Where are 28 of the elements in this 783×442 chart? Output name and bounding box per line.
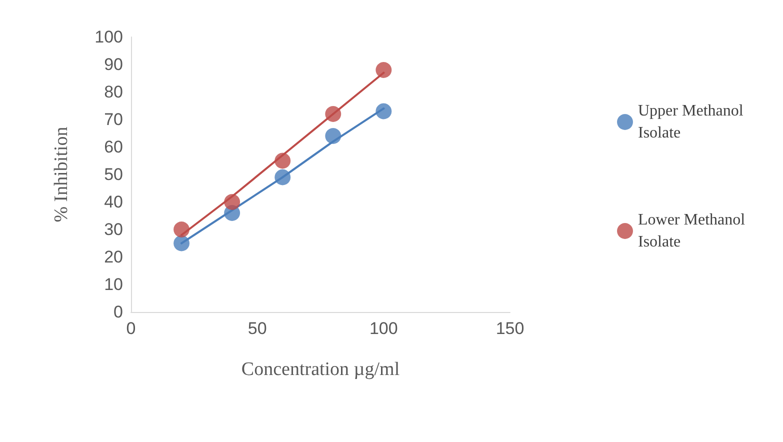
legend-label: Upper Methanol Isolate bbox=[638, 102, 748, 142]
y-tick-label: 60 bbox=[104, 138, 123, 156]
y-axis-title: % Inhibition bbox=[51, 126, 72, 222]
point bbox=[224, 194, 240, 210]
y-tick-label: 80 bbox=[104, 82, 123, 102]
point bbox=[325, 128, 342, 144]
y-tick-label: 0 bbox=[114, 302, 123, 322]
point bbox=[274, 152, 291, 169]
x-axis-title: Concentration µg/ml bbox=[241, 359, 400, 380]
point bbox=[325, 106, 342, 122]
x-tick-label: 100 bbox=[369, 319, 398, 338]
point bbox=[274, 169, 291, 186]
y-tick-label: 50 bbox=[104, 165, 123, 184]
x-tick-label: 50 bbox=[248, 319, 267, 338]
y-tick-label: 40 bbox=[104, 192, 123, 212]
legend-label: Lower Methanol Isolate bbox=[638, 212, 750, 250]
y-tick-label: 90 bbox=[104, 55, 123, 74]
y-tick-label: 10 bbox=[104, 275, 123, 294]
y-tick-label: 20 bbox=[104, 248, 123, 266]
point bbox=[174, 235, 190, 252]
y-tick-label: 100 bbox=[94, 28, 123, 46]
y-tick-label: 70 bbox=[104, 110, 123, 129]
y-tick-label: 30 bbox=[104, 220, 123, 239]
point bbox=[376, 62, 392, 78]
x-tick-label: 150 bbox=[496, 319, 524, 338]
point bbox=[174, 222, 190, 238]
point bbox=[376, 103, 392, 120]
x-tick-label: 0 bbox=[126, 319, 136, 338]
